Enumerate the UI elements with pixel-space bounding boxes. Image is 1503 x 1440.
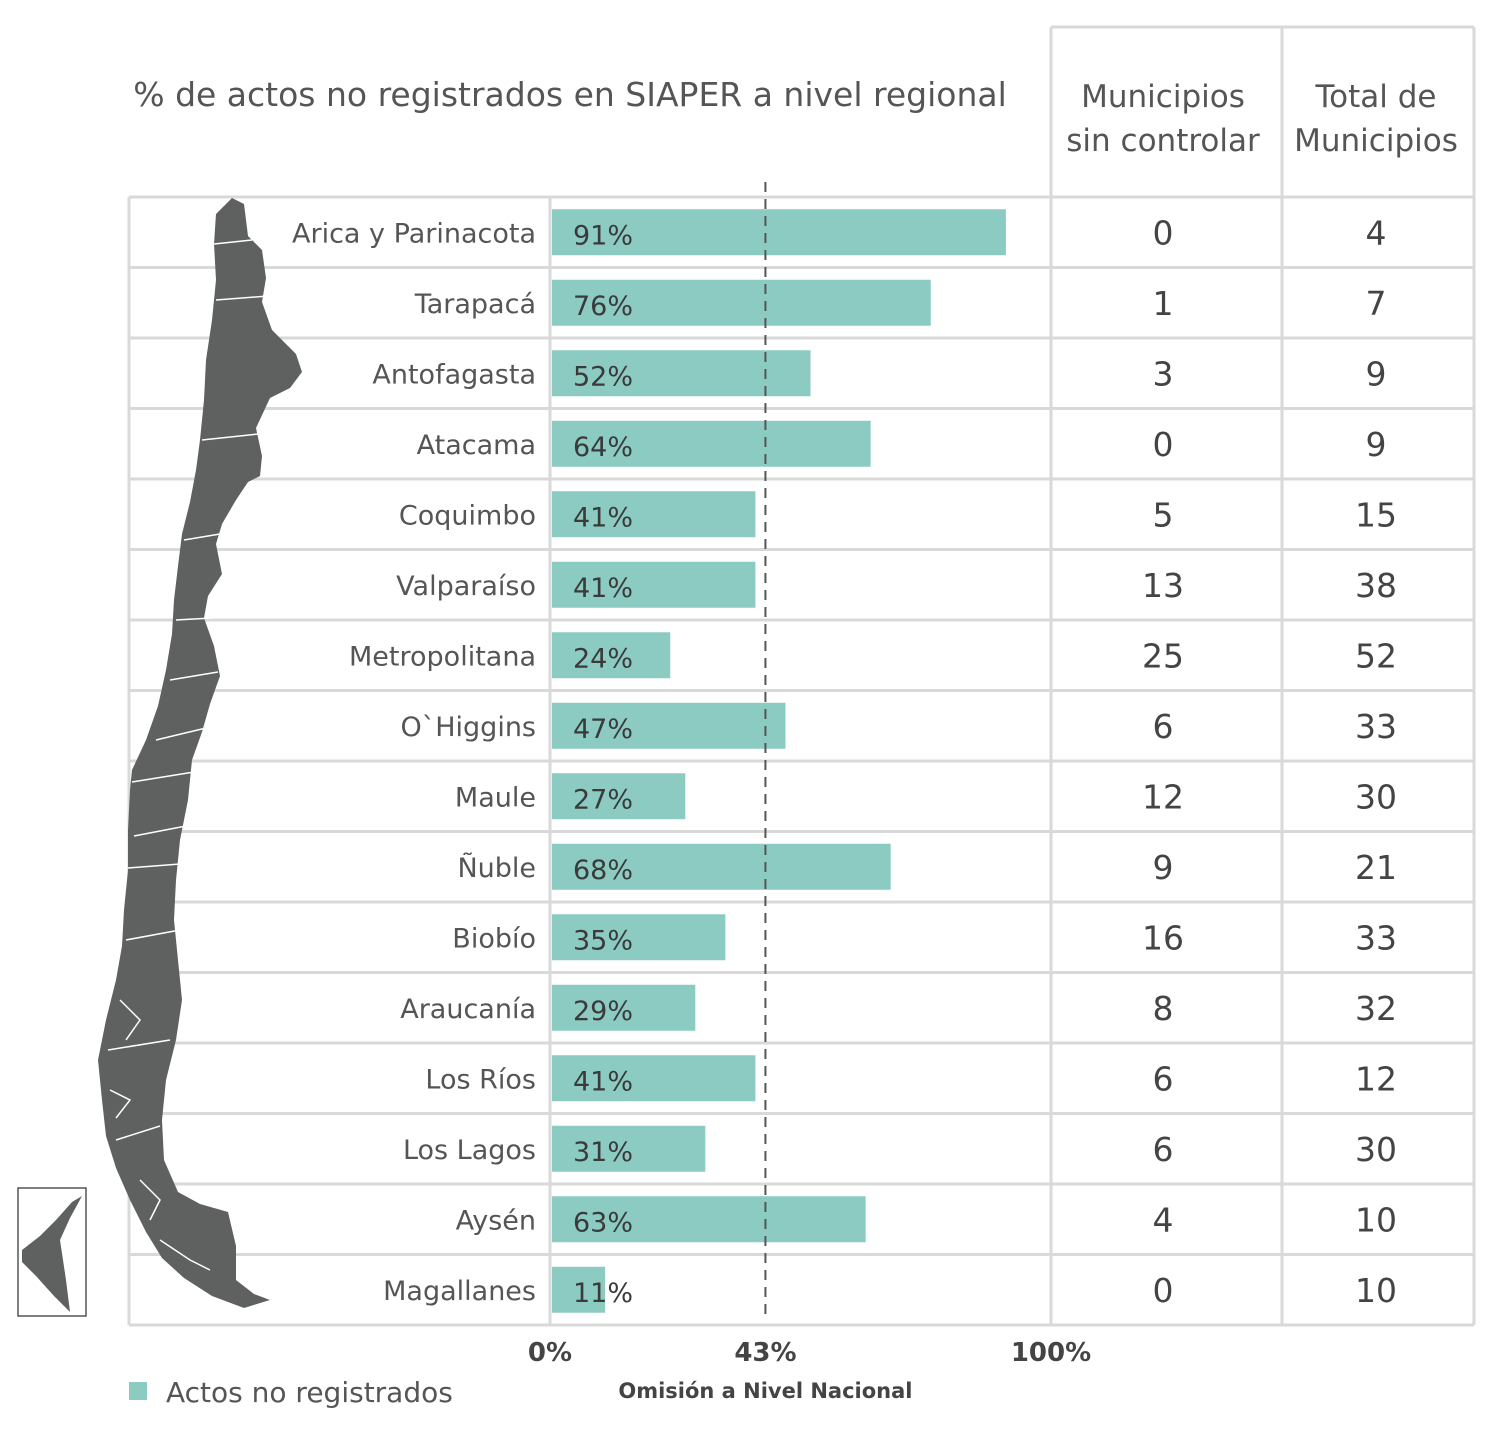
table-cell-col1: 4 bbox=[1153, 1200, 1174, 1239]
table-cell-col2: 9 bbox=[1366, 425, 1387, 464]
table-cell-col1: 6 bbox=[1153, 1059, 1174, 1098]
region-label: Coquimbo bbox=[399, 500, 536, 531]
bar-9 bbox=[552, 773, 686, 820]
bar-3 bbox=[552, 350, 811, 397]
table-cell-col1: 12 bbox=[1142, 777, 1184, 816]
table-cell-col1: 8 bbox=[1153, 989, 1174, 1028]
table-cell-col1: 1 bbox=[1153, 284, 1174, 323]
bar-value-label: 41% bbox=[573, 1066, 633, 1097]
bar-value-label: 11% bbox=[573, 1278, 633, 1309]
table-cell-col1: 13 bbox=[1142, 566, 1184, 605]
column-header-1: Municipios bbox=[1081, 79, 1245, 115]
bar-value-label: 41% bbox=[573, 573, 633, 604]
table-cell-col2: 30 bbox=[1355, 777, 1397, 816]
bar-5 bbox=[552, 491, 756, 538]
bar-4 bbox=[552, 420, 871, 467]
bar-1 bbox=[552, 209, 1006, 256]
bar-13 bbox=[552, 1055, 756, 1102]
chile-map-icon bbox=[17, 198, 302, 1317]
column-header-2: Municipios bbox=[1294, 123, 1458, 159]
table-cell-col2: 21 bbox=[1355, 848, 1397, 887]
region-label: Los Lagos bbox=[403, 1135, 536, 1166]
rows-text: Arica y Parinacota 91% 0 4 Tarapacá 76% 1 7 Anto… bbox=[292, 213, 1397, 1310]
table-cell-col2: 12 bbox=[1355, 1059, 1397, 1098]
table-cell-col2: 52 bbox=[1355, 636, 1397, 675]
bar-value-label: 29% bbox=[573, 996, 633, 1027]
chart-title: % de actos no registrados en SIAPER a ni… bbox=[133, 75, 1007, 114]
bar-12 bbox=[552, 984, 696, 1031]
bar-value-label: 31% bbox=[573, 1137, 633, 1168]
bar-value-label: 64% bbox=[573, 432, 633, 463]
legend: Actos no registrados bbox=[129, 1376, 453, 1409]
bar-value-label: 76% bbox=[573, 291, 633, 322]
region-label: Biobío bbox=[452, 923, 536, 954]
region-label: Antofagasta bbox=[372, 359, 536, 390]
region-label: Aysén bbox=[456, 1205, 536, 1236]
bar-16 bbox=[552, 1266, 606, 1313]
region-label: Maule bbox=[455, 782, 536, 813]
bar-value-label: 24% bbox=[573, 643, 633, 674]
bar-2 bbox=[552, 279, 931, 326]
table-cell-col2: 9 bbox=[1366, 354, 1387, 393]
bar-8 bbox=[552, 702, 786, 749]
table-cell-col1: 9 bbox=[1153, 848, 1174, 887]
table-cell-col2: 10 bbox=[1355, 1200, 1397, 1239]
header: % de actos no registrados en SIAPER a ni… bbox=[133, 75, 1458, 159]
bar-value-label: 41% bbox=[573, 502, 633, 533]
x-tick-label: 100% bbox=[1011, 1338, 1091, 1368]
bar-14 bbox=[552, 1125, 706, 1172]
table-cell-col1: 16 bbox=[1142, 918, 1184, 957]
table-grid bbox=[127, 25, 1476, 1327]
table-cell-col1: 3 bbox=[1153, 354, 1174, 393]
bar-value-label: 47% bbox=[573, 714, 633, 745]
table-cell-col2: 4 bbox=[1366, 213, 1387, 252]
table-cell-col1: 0 bbox=[1153, 425, 1174, 464]
region-label: Metropolitana bbox=[349, 641, 536, 672]
table-cell-col2: 32 bbox=[1355, 989, 1397, 1028]
table-cell-col1: 6 bbox=[1153, 707, 1174, 746]
column-header-2: Total de bbox=[1314, 79, 1436, 115]
table-cell-col2: 7 bbox=[1366, 284, 1387, 323]
table-cell-col1: 0 bbox=[1153, 1271, 1174, 1310]
x-tick-label: 43% bbox=[734, 1338, 796, 1368]
region-label: Magallanes bbox=[383, 1276, 536, 1307]
x-axis: 0% 43% 100% Omisión a Nivel Nacional bbox=[528, 1338, 1091, 1403]
table-cell-col2: 38 bbox=[1355, 566, 1397, 605]
bars bbox=[552, 209, 1006, 1313]
bar-value-label: 63% bbox=[573, 1207, 633, 1238]
table-cell-col2: 30 bbox=[1355, 1130, 1397, 1169]
table-cell-col1: 0 bbox=[1153, 213, 1174, 252]
table-cell-col2: 15 bbox=[1355, 495, 1397, 534]
bar-value-label: 35% bbox=[573, 925, 633, 956]
reference-line-label: Omisión a Nivel Nacional bbox=[618, 1379, 912, 1403]
bar-value-label: 68% bbox=[573, 855, 633, 886]
bar-11 bbox=[552, 914, 726, 961]
bar-7 bbox=[552, 632, 671, 679]
column-header-1: sin controlar bbox=[1066, 123, 1260, 159]
bar-10 bbox=[552, 843, 891, 890]
table-cell-col2: 33 bbox=[1355, 707, 1397, 746]
table-cell-col1: 25 bbox=[1142, 636, 1184, 675]
table-cell-col1: 5 bbox=[1153, 495, 1174, 534]
region-label: Ñuble bbox=[457, 852, 536, 884]
region-label: Arica y Parinacota bbox=[292, 218, 536, 249]
table-cell-col1: 6 bbox=[1153, 1130, 1174, 1169]
bar-value-label: 52% bbox=[573, 361, 633, 392]
legend-label: Actos no registrados bbox=[166, 1376, 453, 1409]
region-label: Los Ríos bbox=[425, 1064, 536, 1095]
region-label: Tarapacá bbox=[414, 289, 536, 320]
bar-value-label: 91% bbox=[573, 220, 633, 251]
bar-15 bbox=[552, 1196, 866, 1243]
x-tick-label: 0% bbox=[528, 1338, 572, 1368]
bar-6 bbox=[552, 561, 756, 608]
region-label: O`Higgins bbox=[400, 712, 536, 743]
legend-swatch bbox=[129, 1382, 147, 1400]
table-cell-col2: 33 bbox=[1355, 918, 1397, 957]
region-label: Atacama bbox=[417, 430, 536, 461]
bar-value-label: 27% bbox=[573, 784, 633, 815]
region-label: Araucanía bbox=[400, 994, 536, 1025]
region-label: Valparaíso bbox=[396, 571, 536, 602]
table-cell-col2: 10 bbox=[1355, 1271, 1397, 1310]
